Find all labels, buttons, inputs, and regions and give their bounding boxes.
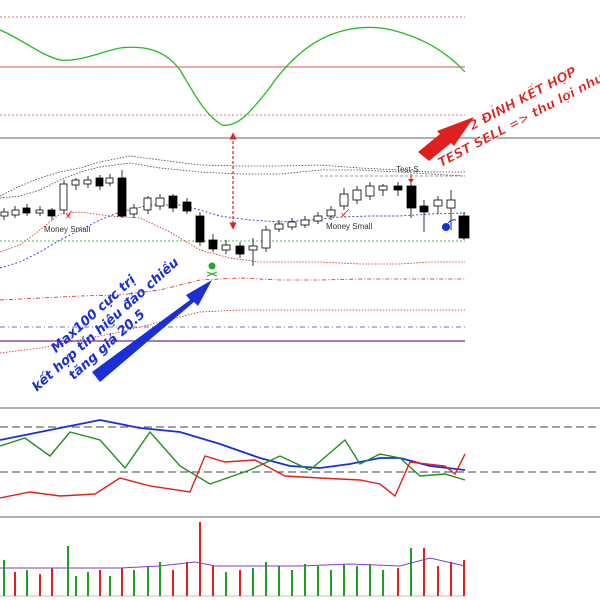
stoch-blue-line xyxy=(0,419,466,471)
buy-signal-2: ✕ xyxy=(340,208,350,220)
upper-band-1 xyxy=(0,162,466,199)
money-small-label-2: Money Small xyxy=(326,222,372,231)
test-sell-label: Test-S xyxy=(396,165,419,174)
price-panel: ✕ ✕ Money Small Money Small Test-S xyxy=(0,62,600,395)
volume-panel xyxy=(0,522,466,597)
sell-arrow-icon xyxy=(408,174,414,183)
candlesticks xyxy=(0,170,470,266)
lower-band-3 xyxy=(0,309,465,354)
blue-arrow-icon xyxy=(92,280,212,382)
lower-band-1 xyxy=(0,211,465,265)
upper-band-2 xyxy=(0,155,465,197)
top-right-annotation: 2 ĐỈNH KẾT HỢP TEST SELL => thu lợi nhuậ… xyxy=(435,62,600,171)
red-arrow-icon xyxy=(418,117,474,161)
stoch-green-line xyxy=(0,430,466,485)
bomb-icon xyxy=(442,219,457,231)
top-oscillator-panel xyxy=(0,16,466,126)
mid-band xyxy=(0,204,466,269)
buy-signal-1: ✕ xyxy=(65,210,73,221)
stoch-red-line xyxy=(0,453,466,499)
money-small-label-1: Money Small xyxy=(44,225,90,234)
volume-average-line xyxy=(0,557,466,569)
osc-line xyxy=(0,26,466,126)
skull-icon xyxy=(206,262,218,277)
svg-text:✕: ✕ xyxy=(340,211,347,220)
svg-text:✕: ✕ xyxy=(65,212,72,221)
stochastic-panel xyxy=(0,419,600,499)
lower-band-2 xyxy=(0,277,465,301)
